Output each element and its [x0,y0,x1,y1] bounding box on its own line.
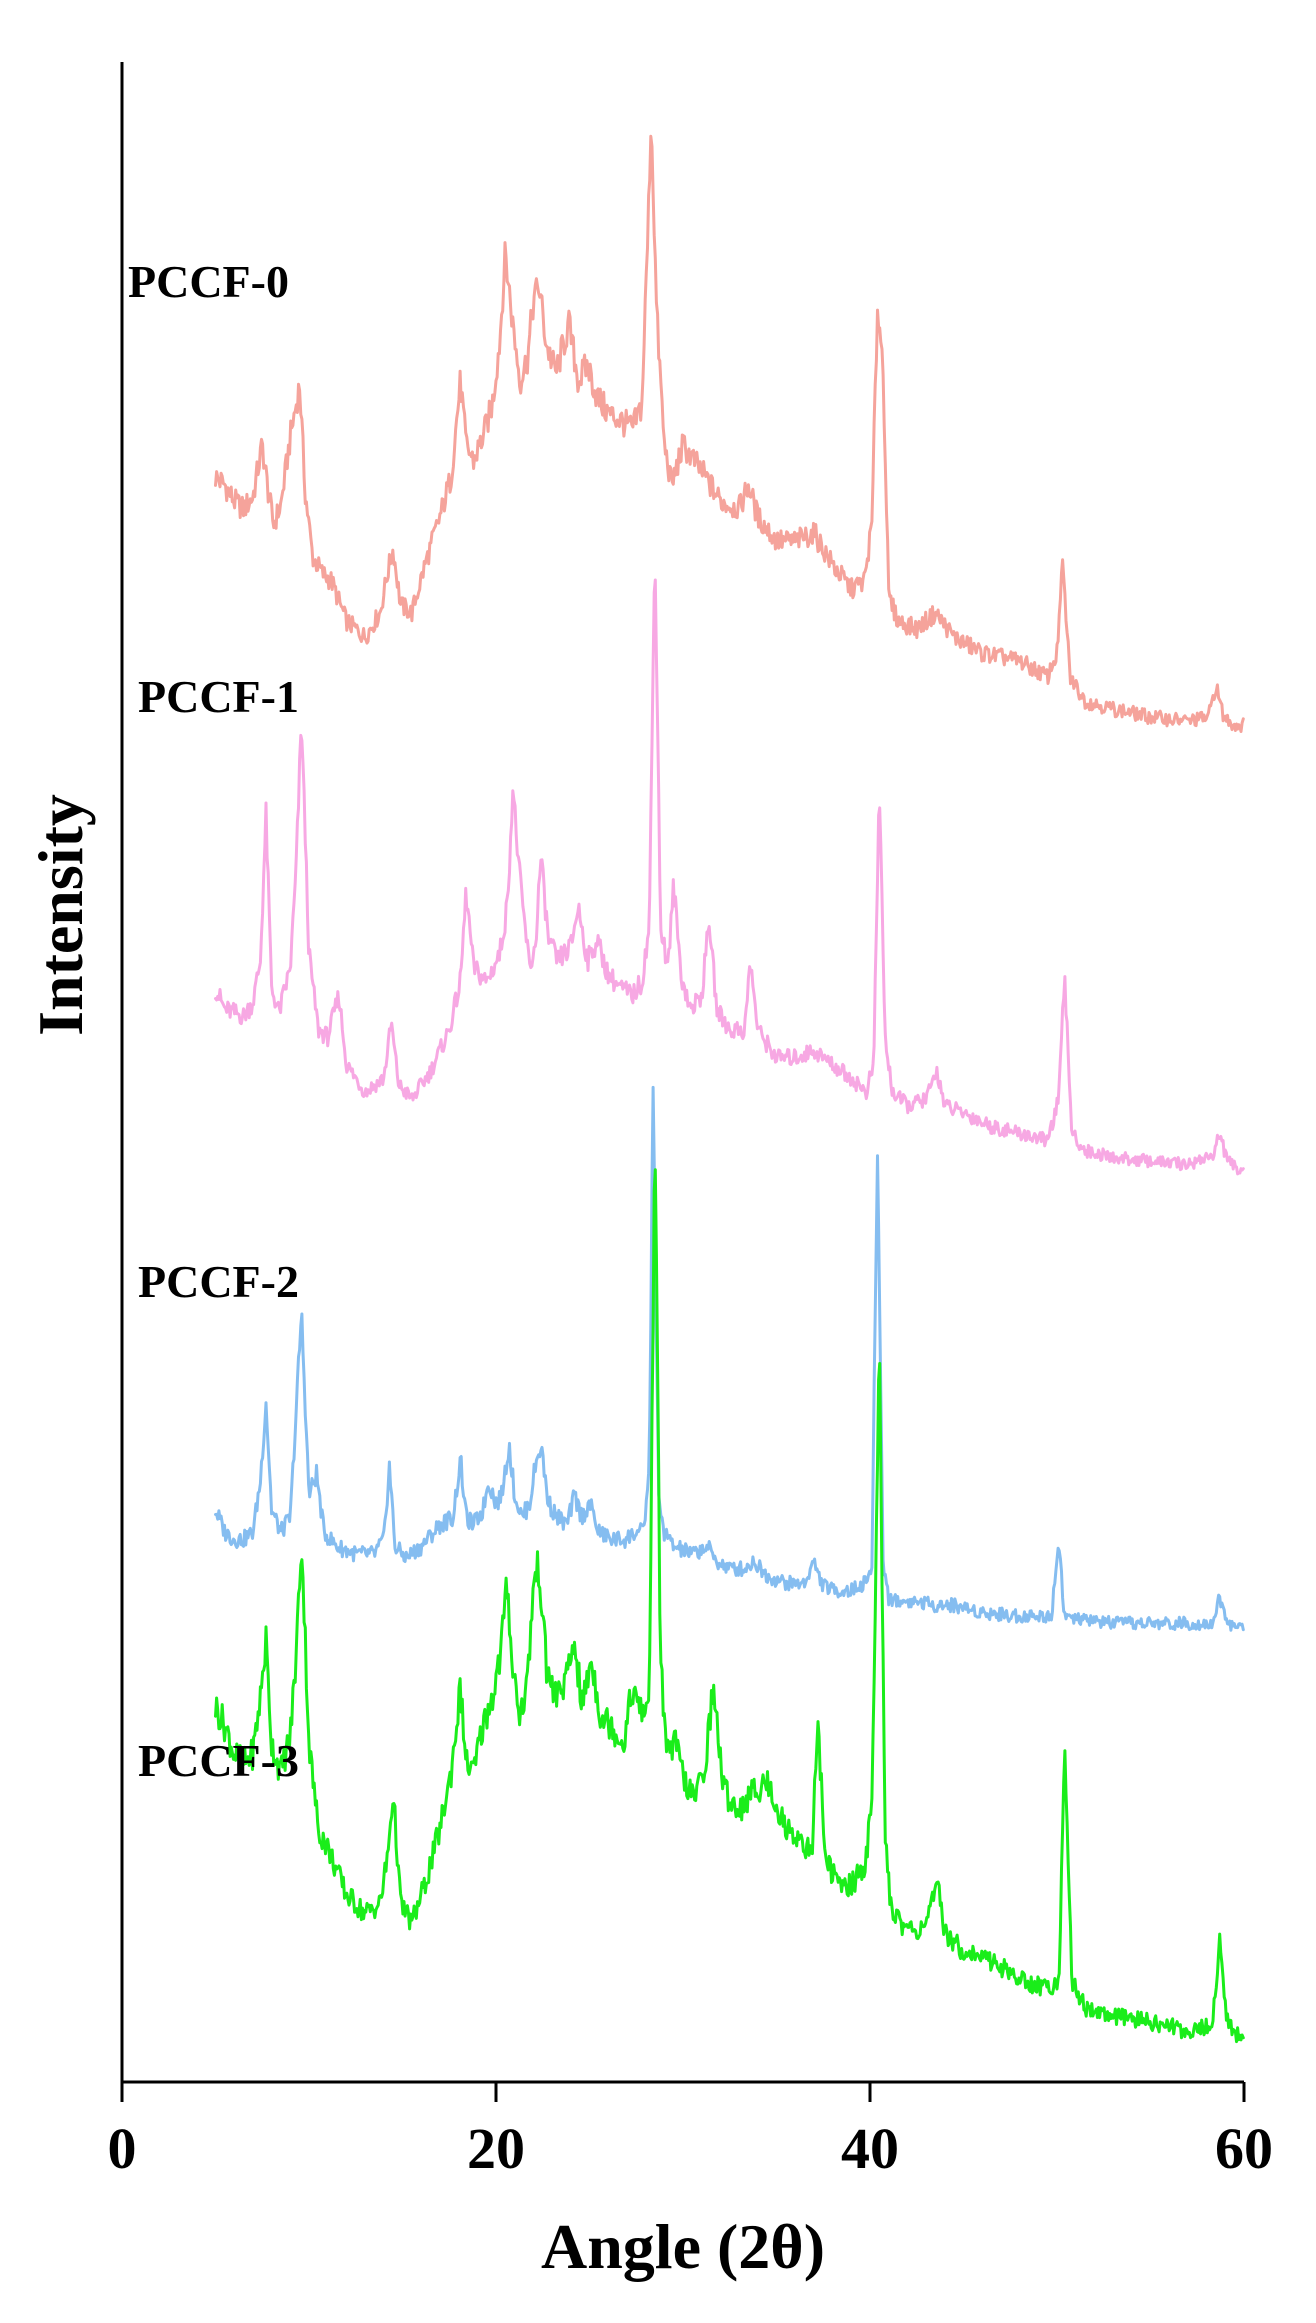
x-axis-title: Angle (2θ) [541,2211,825,2282]
x-tick-label-0: 0 [108,2116,137,2181]
y-axis-title: Intensity [25,794,96,1036]
x-tick-label-40: 40 [841,2116,899,2181]
series-label-pccf-2: PCCF-2 [138,1256,299,1307]
series-labels: PCCF-0 PCCF-1 PCCF-2 PCCF-3 [128,256,299,1786]
series-line-pccf-3 [214,1168,1245,2044]
x-ticks: 0 20 40 60 [108,2082,1273,2181]
series-label-pccf-0: PCCF-0 [128,256,289,307]
x-tick-label-20: 20 [467,2116,525,2181]
series-line-pccf-2 [214,1085,1245,1632]
series-label-pccf-1: PCCF-1 [138,671,299,722]
series-line-pccf-1 [214,578,1245,1176]
series-group [214,134,1245,2044]
series-line-pccf-0 [214,134,1245,733]
series-label-pccf-3: PCCF-3 [138,1735,299,1786]
x-tick-label-60: 60 [1215,2116,1273,2181]
